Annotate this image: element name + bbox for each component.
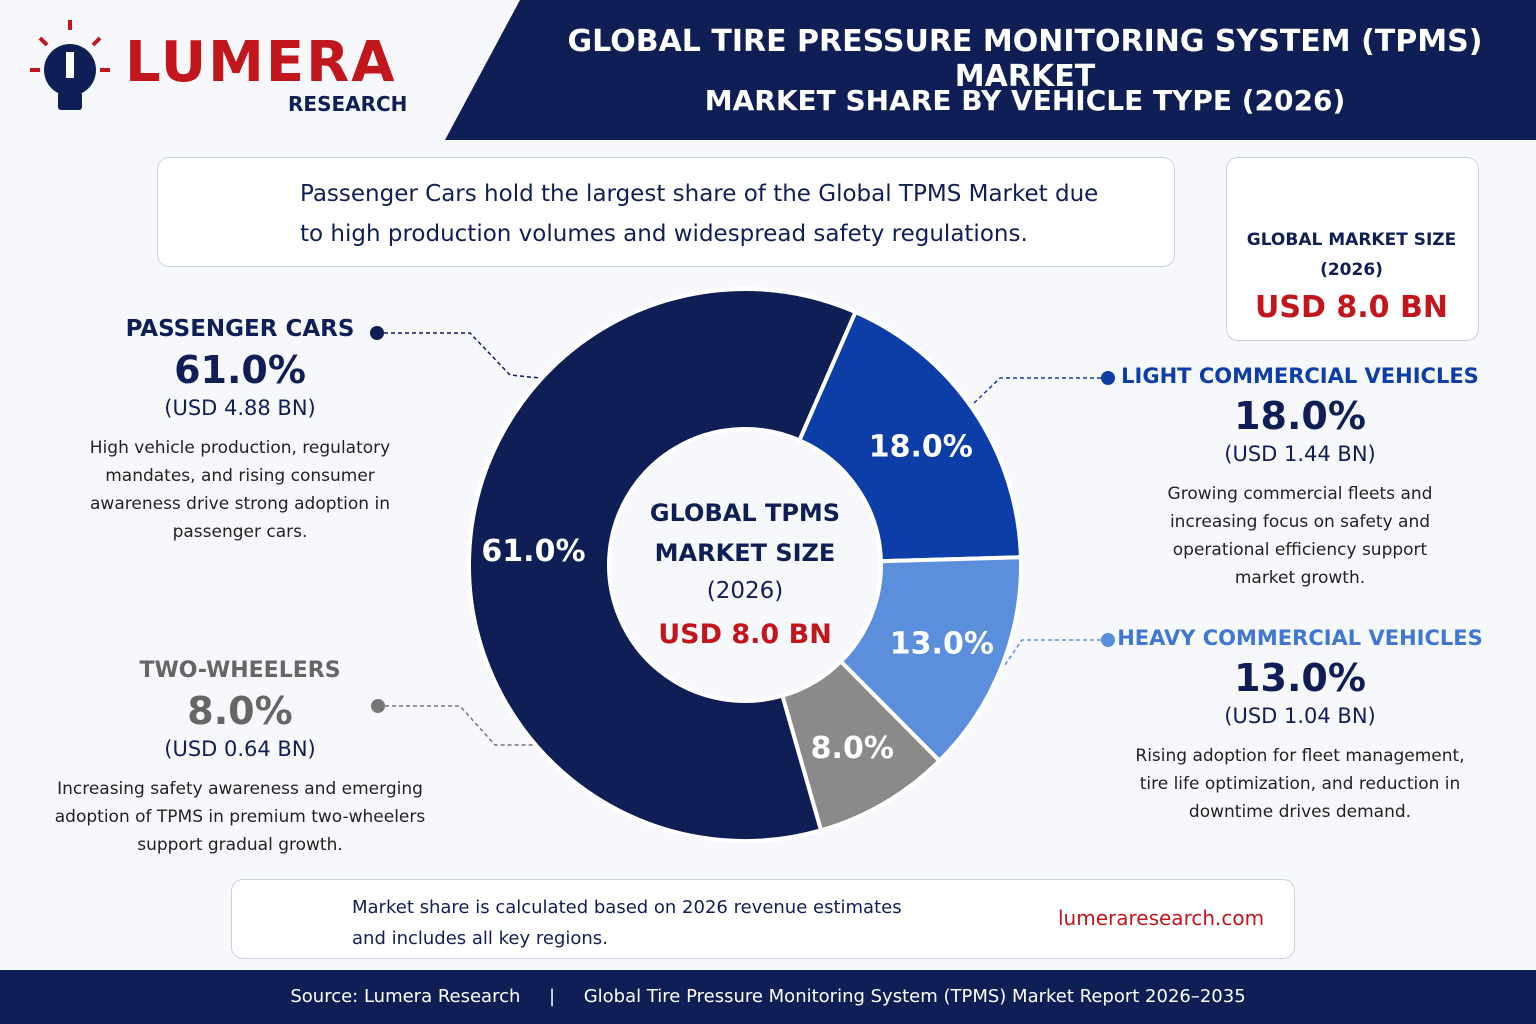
donut-segment bbox=[838, 555, 1023, 764]
callout-amount: (USD 0.64 BN) bbox=[164, 737, 316, 761]
center-year: (2026) bbox=[707, 578, 783, 604]
callout-share: 61.0% bbox=[174, 348, 306, 392]
callout-name: PASSENGER CARS bbox=[125, 316, 355, 342]
callout: LIGHT COMMERCIAL VEHICLES 18.0% (USD 1.4… bbox=[1100, 364, 1500, 592]
callout-amount: (USD 1.04 BN) bbox=[1224, 704, 1376, 728]
market-size-label: GLOBAL MARKET SIZE bbox=[1246, 230, 1457, 250]
insight-text: Passenger Cars hold the largest share of… bbox=[300, 181, 1099, 247]
callout-name: HEAVY COMMERCIAL VEHICLES bbox=[1117, 626, 1483, 650]
callout-description: Increasing safety awareness and emerging… bbox=[54, 779, 426, 855]
market-size-box bbox=[1226, 157, 1479, 341]
segment-label: 61.0% bbox=[481, 534, 585, 569]
url: lumeraresearch.com bbox=[1058, 906, 1265, 930]
callout: HEAVY COMMERCIAL VEHICLES 13.0% (USD 1.0… bbox=[1100, 626, 1500, 826]
donut-segment bbox=[467, 287, 859, 843]
logo-sub: RESEARCH bbox=[288, 92, 408, 116]
center-label: MARKET SIZE bbox=[655, 539, 836, 567]
callout: PASSENGER CARS 61.0% (USD 4.88 BN) High … bbox=[50, 316, 430, 546]
callout-amount: (USD 1.44 BN) bbox=[1224, 442, 1376, 466]
callout-share: 18.0% bbox=[1234, 394, 1366, 438]
insight-box bbox=[157, 157, 1175, 267]
callout-amount: (USD 4.88 BN) bbox=[164, 396, 316, 420]
subtitle: MARKET SHARE BY VEHICLE TYPE (2026) bbox=[704, 84, 1346, 117]
callout-name: LIGHT COMMERCIAL VEHICLES bbox=[1121, 364, 1479, 388]
title: GLOBAL TIRE PRESSURE MONITORING SYSTEM (… bbox=[567, 24, 1483, 94]
footer-report: Global Tire Pressure Monitoring System (… bbox=[583, 986, 1246, 1007]
footer-source: Source: Lumera Research bbox=[290, 986, 521, 1007]
note-box bbox=[231, 879, 1295, 959]
callout: TWO-WHEELERS 8.0% (USD 0.64 BN) Increasi… bbox=[50, 658, 430, 859]
center-label: GLOBAL TPMS bbox=[650, 499, 840, 527]
segment-label: 18.0% bbox=[869, 429, 973, 464]
callout-description: Rising adoption for fleet management, ti… bbox=[1135, 746, 1465, 822]
segment-label: 13.0% bbox=[890, 627, 994, 662]
donut-segment bbox=[796, 309, 1023, 564]
donut-segment bbox=[780, 658, 943, 833]
segment-label: 8.0% bbox=[811, 731, 894, 766]
callout-description: High vehicle production, regulatory mand… bbox=[89, 438, 391, 542]
logo-name: LUMERA bbox=[125, 30, 397, 95]
market-size-year: (2026) bbox=[1320, 260, 1383, 280]
callout-share: 8.0% bbox=[187, 689, 293, 733]
footer: Source: Lumera Research | Global Tire Pr… bbox=[290, 986, 1246, 1007]
callout-share: 13.0% bbox=[1234, 656, 1366, 700]
callout-description: Growing commercial fleets and increasing… bbox=[1167, 484, 1433, 588]
callout-name: TWO-WHEELERS bbox=[139, 658, 341, 683]
center-value: USD 8.0 BN bbox=[658, 619, 832, 650]
market-size-value: USD 8.0 BN bbox=[1255, 290, 1448, 325]
note: Market share is calculated based on 2026… bbox=[352, 897, 902, 949]
